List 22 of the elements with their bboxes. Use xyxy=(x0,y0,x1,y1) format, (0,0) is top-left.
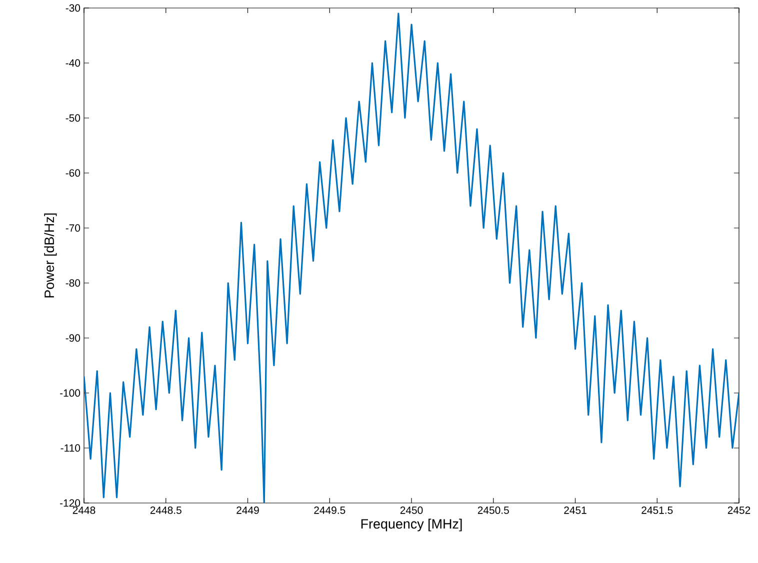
y-tick-label: -70 xyxy=(66,224,80,232)
y-tick-label: -50 xyxy=(66,114,80,122)
y-tick-label: -40 xyxy=(66,59,80,67)
y-tick-label: -110 xyxy=(60,444,80,452)
x-tick-label: 2449.5 xyxy=(314,506,346,514)
x-tick-label: 2452 xyxy=(728,506,750,514)
y-tick-label: -60 xyxy=(66,169,80,177)
x-tick-label: 2449 xyxy=(236,506,259,514)
x-tick-label: 2451 xyxy=(564,506,586,514)
y-tick-label: -80 xyxy=(66,279,80,287)
y-tick-label: -30 xyxy=(66,4,80,12)
x-tick-label: 2448 xyxy=(72,506,96,514)
x-axis-title: Frequency [MHz] xyxy=(361,518,462,532)
x-tick-label: 2448.5 xyxy=(150,506,182,514)
x-tick-label: 2450.5 xyxy=(478,506,509,514)
y-axis-title: Power [dB/Hz] xyxy=(44,213,57,298)
x-tick-label: 2450 xyxy=(400,506,423,514)
x-tick-label: 2451.5 xyxy=(642,506,673,514)
line-series xyxy=(84,12,740,503)
y-tick-label: -100 xyxy=(60,389,80,397)
y-tick-label: -90 xyxy=(66,334,80,342)
y-tick-label: -120 xyxy=(60,499,80,507)
